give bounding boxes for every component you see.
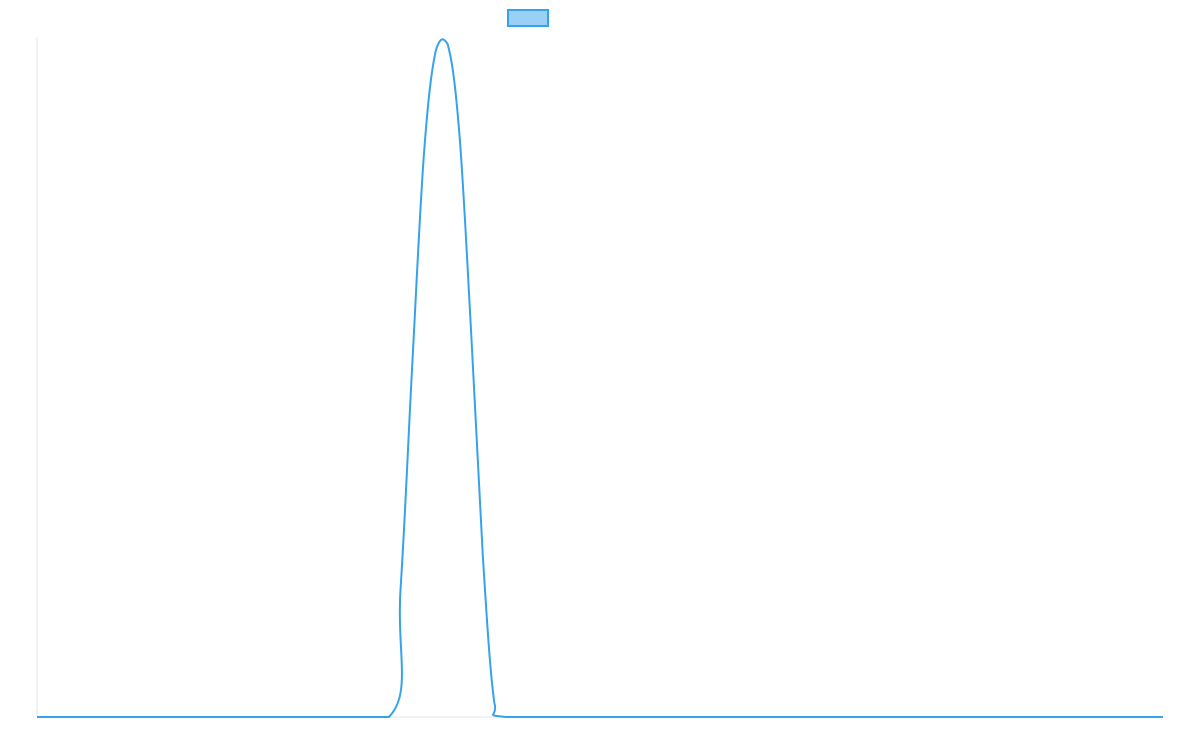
plot-area [36, 38, 1163, 719]
legend[interactable] [507, 9, 549, 27]
legend-swatch[interactable] [507, 9, 549, 27]
series-line-0 [36, 38, 1163, 719]
chart-axes [36, 37, 1163, 718]
